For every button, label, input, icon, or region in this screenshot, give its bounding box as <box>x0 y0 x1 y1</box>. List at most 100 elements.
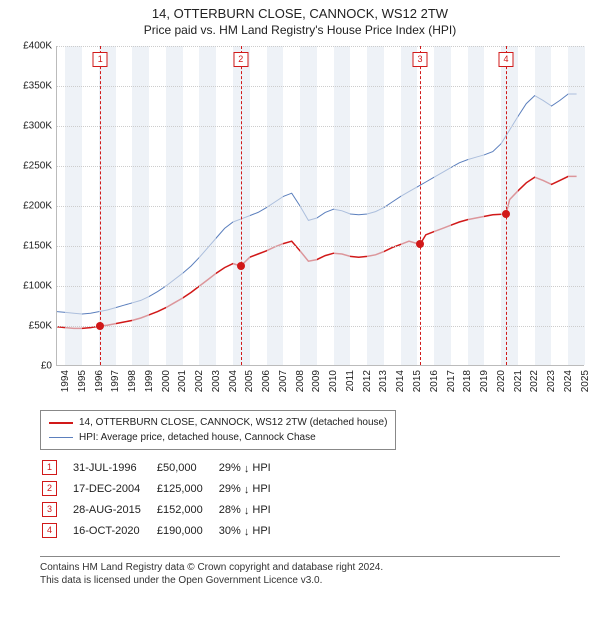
sale-marker: 1 <box>93 52 108 67</box>
xtick-label: 2009 <box>311 370 322 392</box>
table-row: 3 28-AUG-2015£152,00028% ↓ HPI <box>42 500 285 519</box>
xtick-label: 2010 <box>328 370 339 392</box>
sale-price: £152,000 <box>157 500 217 519</box>
xtick-label: 2024 <box>563 370 574 392</box>
table-row: 4 16-OCT-2020£190,00030% ↓ HPI <box>42 521 285 540</box>
xtick-label: 2011 <box>345 370 356 392</box>
gridline <box>57 166 584 167</box>
sale-delta: 30% ↓ HPI <box>219 521 285 540</box>
ytick-label: £200K <box>8 201 52 212</box>
sale-vline <box>506 46 507 365</box>
legend-swatch <box>49 422 73 424</box>
arrow-down-icon: ↓ <box>244 505 250 517</box>
ytick-label: £0 <box>8 361 52 372</box>
xtick-label: 1999 <box>144 370 155 392</box>
footer-line1: Contains HM Land Registry data © Crown c… <box>40 561 560 574</box>
xtick-label: 2006 <box>261 370 272 392</box>
sale-index-box: 3 <box>42 502 57 517</box>
sale-index-box: 1 <box>42 460 57 475</box>
sale-delta: 29% ↓ HPI <box>219 479 285 498</box>
gridline <box>57 46 584 47</box>
xtick-label: 2022 <box>529 370 540 392</box>
sale-vline <box>241 46 242 365</box>
gridline <box>57 246 584 247</box>
gridline <box>57 286 584 287</box>
sale-date: 31-JUL-1996 <box>73 458 155 477</box>
sale-vline <box>100 46 101 365</box>
xtick-label: 2002 <box>194 370 205 392</box>
sale-dot <box>237 262 245 270</box>
title-block: 14, OTTERBURN CLOSE, CANNOCK, WS12 2TW P… <box>0 0 600 37</box>
title-main: 14, OTTERBURN CLOSE, CANNOCK, WS12 2TW <box>0 6 600 21</box>
sales-table: 131-JUL-1996£50,00029% ↓ HPI217-DEC-2004… <box>40 456 287 542</box>
ytick-label: £250K <box>8 161 52 172</box>
sale-price: £125,000 <box>157 479 217 498</box>
footer-line2: This data is licensed under the Open Gov… <box>40 574 560 587</box>
xtick-label: 2003 <box>211 370 222 392</box>
sale-marker: 2 <box>233 52 248 67</box>
xtick-label: 2013 <box>378 370 389 392</box>
arrow-down-icon: ↓ <box>244 484 250 496</box>
sale-delta: 29% ↓ HPI <box>219 458 285 477</box>
xtick-label: 2007 <box>278 370 289 392</box>
xtick-label: 2008 <box>295 370 306 392</box>
sale-price: £50,000 <box>157 458 217 477</box>
legend-row: 14, OTTERBURN CLOSE, CANNOCK, WS12 2TW (… <box>49 415 387 430</box>
plot-area: 1 2 3 4 <box>56 46 584 366</box>
legend: 14, OTTERBURN CLOSE, CANNOCK, WS12 2TW (… <box>40 410 396 450</box>
ytick-label: £400K <box>8 41 52 52</box>
gridline <box>57 86 584 87</box>
xtick-label: 2000 <box>161 370 172 392</box>
sale-price: £190,000 <box>157 521 217 540</box>
xtick-label: 1997 <box>110 370 121 392</box>
ytick-label: £350K <box>8 81 52 92</box>
xtick-label: 2019 <box>479 370 490 392</box>
xtick-label: 2005 <box>244 370 255 392</box>
sale-date: 16-OCT-2020 <box>73 521 155 540</box>
arrow-down-icon: ↓ <box>244 526 250 538</box>
ytick-label: £150K <box>8 241 52 252</box>
sale-marker: 3 <box>413 52 428 67</box>
gridline <box>57 326 584 327</box>
page-root: 14, OTTERBURN CLOSE, CANNOCK, WS12 2TW P… <box>0 0 600 620</box>
sale-dot <box>416 240 424 248</box>
xtick-label: 2016 <box>429 370 440 392</box>
table-row: 217-DEC-2004£125,00029% ↓ HPI <box>42 479 285 498</box>
legend-label: 14, OTTERBURN CLOSE, CANNOCK, WS12 2TW (… <box>79 415 387 430</box>
xtick-label: 2025 <box>580 370 591 392</box>
sale-index-box: 4 <box>42 523 57 538</box>
xtick-label: 2021 <box>513 370 524 392</box>
xtick-label: 2014 <box>395 370 406 392</box>
sale-date: 17-DEC-2004 <box>73 479 155 498</box>
title-sub: Price paid vs. HM Land Registry's House … <box>0 23 600 37</box>
xtick-label: 2023 <box>546 370 557 392</box>
xtick-label: 1994 <box>60 370 71 392</box>
xtick-label: 1996 <box>94 370 105 392</box>
ytick-label: £300K <box>8 121 52 132</box>
legend-row: HPI: Average price, detached house, Cann… <box>49 430 387 445</box>
ytick-label: £50K <box>8 321 52 332</box>
arrow-down-icon: ↓ <box>244 463 250 475</box>
xtick-label: 2015 <box>412 370 423 392</box>
gridline <box>57 206 584 207</box>
xtick-label: 1998 <box>127 370 138 392</box>
xtick-label: 2012 <box>362 370 373 392</box>
xtick-label: 2004 <box>228 370 239 392</box>
chart: £0£50K£100K£150K£200K£250K£300K£350K£400… <box>8 46 592 406</box>
xtick-label: 1995 <box>77 370 88 392</box>
sale-marker: 4 <box>499 52 514 67</box>
sale-dot <box>96 322 104 330</box>
gridline <box>57 126 584 127</box>
xtick-label: 2018 <box>462 370 473 392</box>
xtick-label: 2017 <box>446 370 457 392</box>
sale-date: 28-AUG-2015 <box>73 500 155 519</box>
ytick-label: £100K <box>8 281 52 292</box>
sale-vline <box>420 46 421 365</box>
table-row: 1 31-JUL-1996£50,00029% ↓ HPI <box>42 458 285 477</box>
sale-delta: 28% ↓ HPI <box>219 500 285 519</box>
sale-dot <box>502 210 510 218</box>
footer: Contains HM Land Registry data © Crown c… <box>40 556 560 587</box>
xtick-label: 2001 <box>177 370 188 392</box>
legend-label: HPI: Average price, detached house, Cann… <box>79 430 316 445</box>
xtick-label: 2020 <box>496 370 507 392</box>
